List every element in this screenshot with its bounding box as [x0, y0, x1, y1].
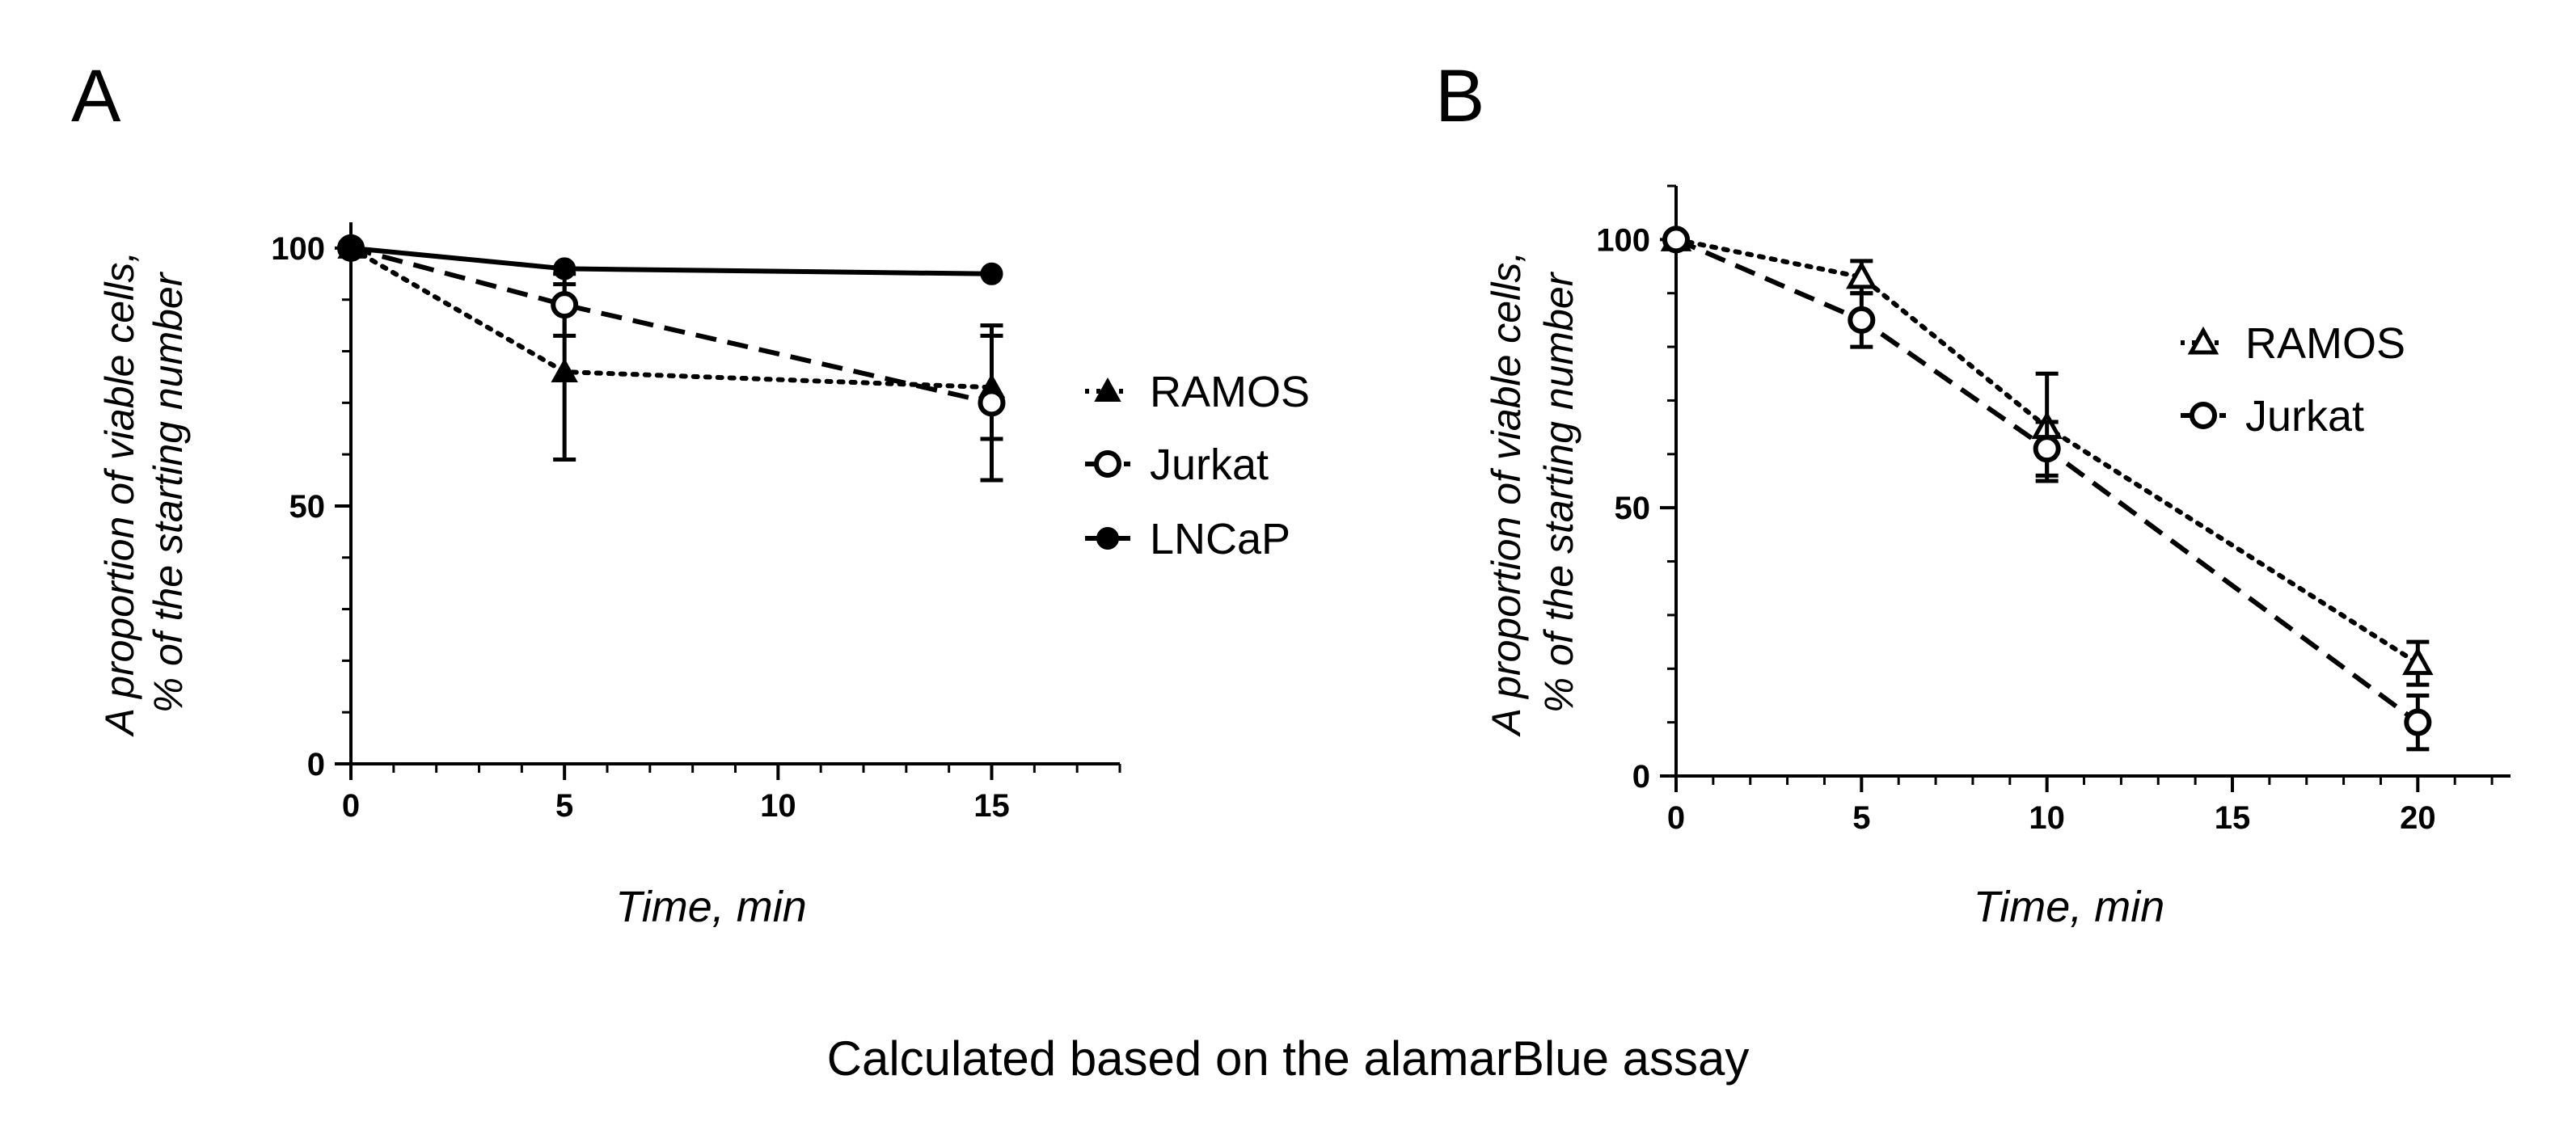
data-point-lncap: [980, 262, 1003, 285]
x-tick-label: 0: [342, 788, 360, 824]
data-point-jurkat: [978, 389, 1006, 417]
legend-marker: [2190, 402, 2217, 429]
series-line-ramos: [1674, 237, 2421, 666]
data-point-ramos: [1846, 260, 1877, 289]
series-line-lncap: [350, 245, 992, 276]
x-tick-label: 15: [973, 788, 1010, 824]
legend-marker: [1094, 377, 1121, 402]
data-point-jurkat: [551, 291, 579, 319]
y-tick-label: 50: [1615, 491, 1651, 526]
y-axis-label-line-1: A proportion of viable cells,: [1484, 251, 1529, 737]
x-tick-label: 10: [2029, 800, 2065, 836]
chart-panel-b: B A proportion of viable cells,% of the s…: [1435, 55, 2511, 931]
legend-label: LNCaP: [1150, 515, 1290, 563]
data-point-jurkat: [1662, 226, 1690, 254]
series-lncap: [340, 236, 1003, 285]
y-tick-label: 0: [1632, 759, 1650, 795]
legend-marker: [2187, 326, 2219, 355]
y-tick-label: 50: [289, 489, 326, 525]
data-point-ramos: [551, 357, 578, 383]
panel-letter: A: [71, 55, 121, 137]
legend-entry-lncap: LNCaP: [1085, 515, 1290, 563]
data-point-ramos: [2402, 647, 2434, 676]
chart-panel-a: A A proportion of viable cells,% of the s…: [71, 55, 1310, 931]
y-axis-label-line-1: A proportion of viable cells,: [97, 251, 142, 737]
legend-entry-jurkat: Jurkat: [1085, 441, 1269, 489]
data-point-jurkat: [2033, 435, 2061, 463]
legend-marker: [1096, 527, 1119, 550]
legend-entry-ramos: RAMOS: [1085, 368, 1310, 416]
legend-label: Jurkat: [1150, 441, 1269, 489]
series-line-jurkat: [350, 246, 993, 406]
data-point-jurkat: [2404, 708, 2432, 736]
x-axis-label: Time, min: [615, 883, 807, 931]
data-point-jurkat: [1848, 306, 1876, 334]
legend-entry-ramos: RAMOS: [2181, 319, 2405, 368]
legend-label: RAMOS: [1150, 368, 1310, 416]
x-tick-label: 5: [555, 788, 573, 824]
series-jurkat: [1662, 226, 2432, 752]
y-axis-label-line-2: % of the starting number: [146, 271, 191, 713]
x-axis-label: Time, min: [1974, 883, 2165, 931]
x-tick-label: 15: [2215, 800, 2251, 836]
y-tick-label: 100: [271, 231, 325, 267]
x-tick-label: 20: [2400, 800, 2436, 836]
y-axis-label-line-2: % of the starting number: [1536, 271, 1581, 713]
y-tick-label: 0: [307, 747, 325, 782]
x-tick-label: 0: [1667, 800, 1685, 836]
legend-marker: [1094, 450, 1121, 478]
series-line-jurkat: [1674, 237, 2420, 725]
data-point-lncap: [340, 236, 362, 259]
figure-caption: Calculated based on the alamarBlue assay: [826, 1031, 1750, 1086]
legend-label: Jurkat: [2245, 392, 2364, 441]
x-tick-label: 10: [760, 788, 796, 824]
data-point-lncap: [553, 257, 576, 280]
y-tick-label: 100: [1596, 222, 1650, 258]
legend-entry-jurkat: Jurkat: [2181, 392, 2364, 441]
x-tick-label: 5: [1852, 800, 1870, 836]
panel-letter: B: [1435, 55, 1484, 137]
legend-label: RAMOS: [2245, 319, 2405, 368]
